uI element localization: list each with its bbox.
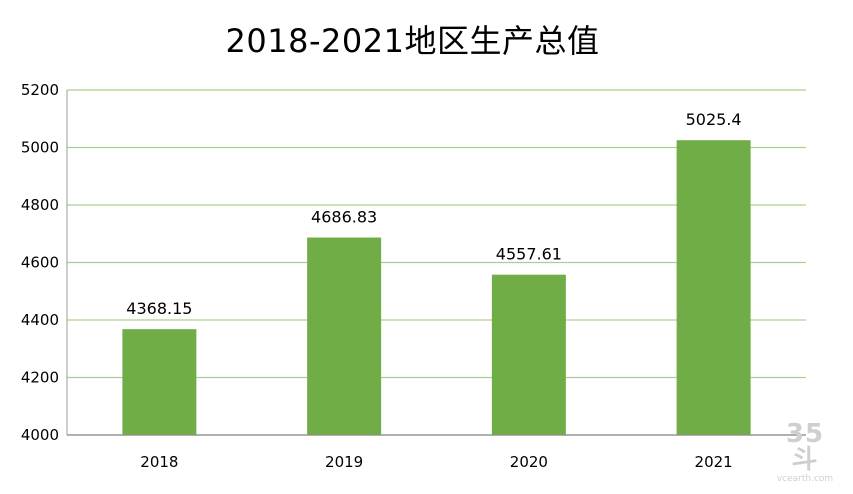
y-tick-label: 5000 (21, 139, 59, 157)
x-tick-label: 2019 (325, 453, 363, 471)
bar (676, 140, 751, 435)
chart-title: 2018-2021地区生产总值 (225, 22, 600, 60)
y-tick-label: 4800 (21, 196, 59, 214)
x-tick-label: 2021 (695, 453, 733, 471)
y-tick-label: 4400 (21, 311, 59, 329)
y-tick-label: 4600 (21, 254, 59, 272)
y-tick-label: 5200 (21, 81, 59, 99)
watermark-sub: vcearth.com (776, 474, 834, 484)
y-tick-label: 4200 (21, 369, 59, 387)
y-tick-label: 4000 (21, 426, 59, 444)
data-label: 4686.83 (311, 208, 377, 227)
data-label: 4557.61 (496, 245, 562, 264)
bar (307, 237, 382, 435)
watermark-logo: 35斗 vcearth.com (775, 421, 835, 484)
watermark-main: 35斗 (785, 419, 825, 475)
x-tick-label: 2018 (140, 453, 178, 471)
data-label: 4368.15 (126, 299, 192, 318)
bar (491, 274, 566, 435)
data-label: 5025.4 (686, 110, 742, 129)
bar (122, 329, 197, 435)
x-tick-label: 2020 (510, 453, 548, 471)
